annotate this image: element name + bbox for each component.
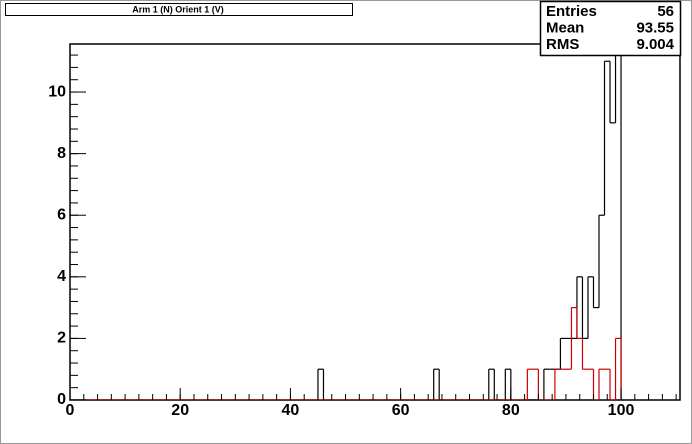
plot-area (70, 44, 622, 400)
x-tick-label: 0 (66, 402, 75, 419)
x-tick-label: 80 (502, 402, 520, 419)
stat-value: 93.55 (636, 19, 674, 36)
y-tick-label: 0 (57, 391, 66, 408)
chart-title: Arm 1 (N) Orient 1 (V) (132, 4, 224, 14)
stat-label: Entries (546, 3, 597, 20)
frame (69, 43, 681, 401)
y-tick-label: 8 (57, 145, 66, 162)
x-tick-label: 60 (392, 402, 410, 419)
stat-value: 56 (657, 3, 674, 20)
y-tick-label: 2 (57, 330, 66, 347)
stat-label: RMS (546, 36, 579, 53)
y-tick-label: 6 (57, 206, 66, 223)
y-tick-label: 4 (57, 268, 66, 285)
x-tick-label: 20 (171, 402, 189, 419)
stats-box (539, 0, 682, 57)
x-tick-label: 40 (282, 402, 300, 419)
stat-label: Mean (546, 19, 584, 36)
y-tick-label: 10 (48, 83, 66, 100)
stat-value: 9.004 (636, 36, 674, 53)
x-tick-label: 100 (608, 402, 635, 419)
title-box (5, 3, 353, 16)
